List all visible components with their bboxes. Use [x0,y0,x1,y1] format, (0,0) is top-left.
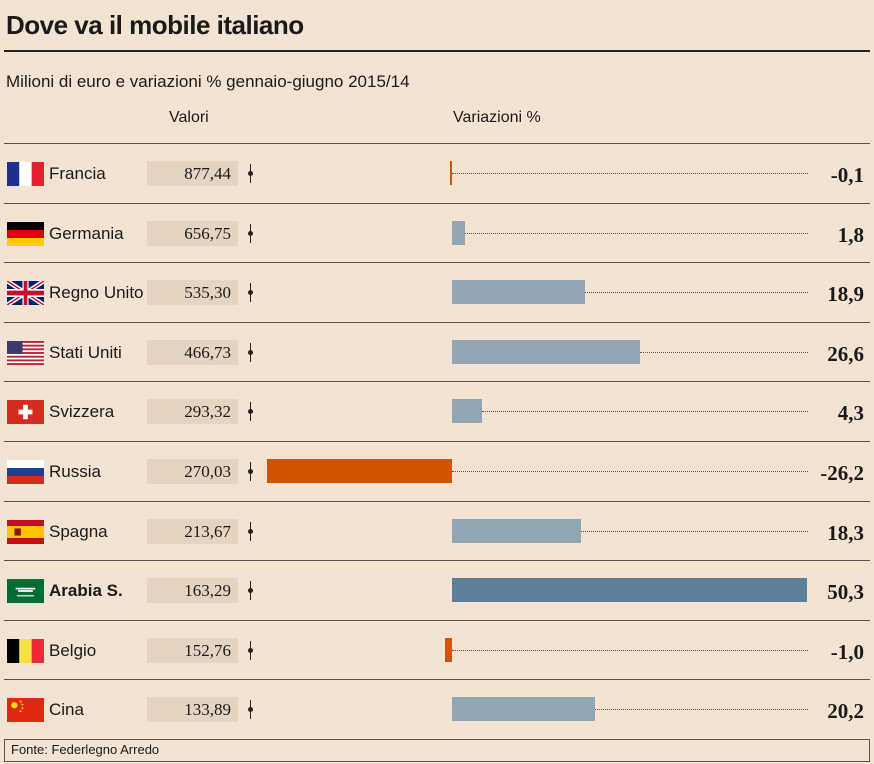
value-box: 877,44 [147,161,238,186]
leader-line [594,709,808,711]
value-box: 152,76 [147,637,238,663]
usa-flag-icon [7,340,44,365]
change-bar [452,280,586,305]
axis-tick-dot [248,588,253,594]
title-rule [4,50,870,52]
change-label: 1,8 [837,222,864,247]
chart-subtitle: Milioni di euro e variazioni % gennaio-g… [6,72,410,91]
leader-line [464,232,808,234]
value-box: 133,89 [147,697,238,723]
belgium-flag-icon [7,638,44,663]
table-row: Belgio 152,76 -1,0 [4,619,870,680]
country-label: Regno Unito [49,283,144,303]
country-label: Stati Uniti [49,342,122,362]
value-box: 466,73 [147,339,238,365]
value-label: 270,03 [184,462,231,481]
change-bar [452,220,465,245]
france-flag-icon [7,162,44,186]
values-column-header: Valori [169,109,209,126]
axis-tick-dot [248,528,253,534]
saudi-flag-icon [7,579,44,604]
leader-line [585,292,808,294]
china-flag-icon [7,698,44,723]
source-footer: Fonte: Federlegno Arredo [4,739,870,762]
change-bar [444,637,452,662]
switzerland-flag-icon [7,400,44,425]
value-box: 163,29 [147,578,238,604]
table-row: Arabia S. 163,29 50,3 [4,560,870,620]
value-box: 535,30 [147,280,238,306]
axis-tick-dot [248,171,253,176]
value-label: 293,32 [184,402,231,422]
value-label: 656,75 [184,223,231,243]
change-bar [452,339,640,364]
germany-flag-icon [7,221,44,246]
leader-line [581,530,808,532]
value-box: 656,75 [147,220,238,246]
axis-tick-dot [248,409,253,415]
change-label: -1,0 [830,639,864,664]
value-box: 270,03 [147,459,238,484]
leader-line [482,411,808,413]
axis-tick-dot [248,469,253,474]
axis-tick-dot [248,290,253,296]
change-label: 26,6 [827,341,864,366]
value-label: 535,30 [184,283,231,303]
country-label: Francia [49,164,106,183]
axis-tick-dot [248,647,253,653]
value-box: 293,32 [147,399,238,425]
table-row: Germania 656,75 1,8 [4,202,870,263]
country-label: Russia [49,462,101,481]
change-label: 4,3 [837,401,864,426]
country-label: Spagna [49,521,108,541]
change-label: -0,1 [830,163,864,187]
source-text: Fonte: Federlegno Arredo [11,742,160,757]
value-label: 133,89 [184,700,231,720]
change-label: 18,3 [827,520,864,545]
table-row: Stati Uniti 466,73 26,6 [4,321,870,382]
change-bar [452,399,483,424]
axis-tick-dot [248,707,253,713]
value-label: 152,76 [184,640,231,660]
leader-line [452,471,808,472]
change-label: 20,2 [827,699,864,724]
change-label: 50,3 [827,580,864,605]
table-row: Spagna 213,67 18,3 [4,500,870,561]
country-label: Germania [49,223,124,243]
table-row: Francia 877,44 -0,1 [4,143,870,203]
change-bar [452,518,582,543]
leader-line [452,649,808,651]
change-bar [267,459,452,483]
change-label: 18,9 [827,282,864,307]
leader-line [452,173,808,174]
country-label: Cina [49,700,84,720]
table-row: Cina 133,89 20,2 [4,679,870,739]
axis-tick-dot [248,230,253,236]
change-bar [450,161,452,185]
changes-column-header: Variazioni % [453,109,541,126]
value-label: 163,29 [184,581,231,601]
table-row: Svizzera 293,32 4,3 [4,381,870,441]
change-bar [452,578,807,603]
chart-title: Dove va il mobile italiano [6,10,304,40]
uk-flag-icon [6,279,45,308]
table-row: Regno Unito 535,30 18,9 [4,262,870,322]
russia-flag-icon [7,460,44,484]
spain-flag-icon [7,519,44,544]
country-label: Svizzera [49,402,115,422]
axis-tick-dot [248,349,253,355]
value-box: 213,67 [147,518,238,544]
value-label: 466,73 [184,342,231,362]
change-label: -26,2 [820,461,864,485]
change-bar [452,697,595,722]
leader-line [639,351,808,353]
table-row: Russia 270,03 -26,2 [4,441,870,501]
country-label: Belgio [49,640,97,660]
country-label: Arabia S. [49,581,123,601]
value-label: 877,44 [184,164,231,183]
value-label: 213,67 [184,521,231,541]
